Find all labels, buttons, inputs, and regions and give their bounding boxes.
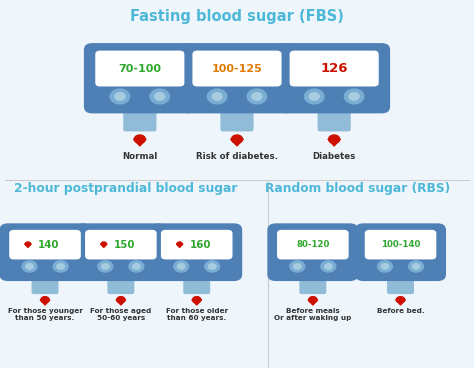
FancyBboxPatch shape: [0, 223, 91, 281]
Circle shape: [396, 296, 405, 304]
FancyBboxPatch shape: [151, 223, 242, 281]
Circle shape: [25, 241, 31, 247]
FancyBboxPatch shape: [355, 223, 446, 281]
FancyBboxPatch shape: [75, 223, 166, 281]
Circle shape: [293, 263, 302, 270]
Polygon shape: [176, 244, 183, 247]
Circle shape: [408, 260, 424, 273]
FancyBboxPatch shape: [183, 272, 210, 294]
FancyBboxPatch shape: [300, 272, 326, 294]
FancyBboxPatch shape: [365, 230, 437, 259]
FancyBboxPatch shape: [278, 43, 390, 113]
Polygon shape: [40, 300, 50, 305]
Circle shape: [154, 92, 165, 101]
Circle shape: [25, 263, 34, 270]
Circle shape: [251, 92, 263, 101]
Text: 70-100: 70-100: [118, 64, 161, 74]
Text: For those older
than 60 years.: For those older than 60 years.: [165, 308, 228, 321]
Text: 100-125: 100-125: [211, 64, 263, 74]
Circle shape: [53, 260, 69, 273]
Circle shape: [328, 134, 340, 144]
Circle shape: [177, 263, 186, 270]
FancyBboxPatch shape: [181, 43, 293, 113]
Circle shape: [348, 92, 360, 101]
Circle shape: [192, 296, 201, 304]
Circle shape: [381, 263, 390, 270]
Text: 150: 150: [114, 240, 136, 250]
FancyBboxPatch shape: [277, 230, 349, 259]
Text: 80-120: 80-120: [296, 240, 329, 249]
Text: For those aged
50-60 years: For those aged 50-60 years: [90, 308, 152, 321]
Circle shape: [204, 260, 220, 273]
Polygon shape: [231, 139, 243, 146]
Text: For those younger
than 50 years.: For those younger than 50 years.: [8, 308, 82, 321]
Circle shape: [101, 263, 110, 270]
Polygon shape: [25, 244, 31, 247]
FancyBboxPatch shape: [85, 230, 157, 259]
FancyBboxPatch shape: [192, 51, 282, 86]
Circle shape: [114, 92, 126, 101]
FancyBboxPatch shape: [123, 104, 156, 131]
Text: Risk of diabetes.: Risk of diabetes.: [196, 152, 278, 161]
Polygon shape: [308, 300, 318, 305]
Text: Fasting blood sugar (FBS): Fasting blood sugar (FBS): [130, 9, 344, 24]
Circle shape: [231, 134, 243, 144]
Circle shape: [344, 88, 365, 105]
Circle shape: [134, 134, 146, 144]
FancyBboxPatch shape: [387, 272, 414, 294]
Circle shape: [109, 88, 130, 105]
FancyBboxPatch shape: [32, 272, 58, 294]
Circle shape: [211, 92, 223, 101]
Polygon shape: [192, 300, 201, 305]
Polygon shape: [134, 139, 146, 146]
FancyBboxPatch shape: [9, 230, 81, 259]
Circle shape: [21, 260, 37, 273]
Circle shape: [56, 263, 65, 270]
Circle shape: [128, 260, 145, 273]
Circle shape: [100, 241, 107, 247]
Circle shape: [320, 260, 337, 273]
FancyBboxPatch shape: [95, 51, 184, 86]
Circle shape: [132, 263, 141, 270]
Circle shape: [173, 260, 189, 273]
Circle shape: [40, 296, 50, 304]
FancyBboxPatch shape: [108, 272, 134, 294]
FancyBboxPatch shape: [220, 104, 254, 131]
FancyBboxPatch shape: [267, 223, 358, 281]
Text: Before meals
Or after waking up: Before meals Or after waking up: [274, 308, 352, 321]
Text: Before bed.: Before bed.: [377, 308, 424, 314]
Polygon shape: [116, 300, 126, 305]
FancyBboxPatch shape: [318, 104, 351, 131]
Text: 2-hour postprandial blood sugar: 2-hour postprandial blood sugar: [14, 182, 237, 195]
Text: 100-140: 100-140: [381, 240, 420, 249]
Text: Diabetes: Diabetes: [312, 152, 356, 161]
Circle shape: [207, 88, 228, 105]
Circle shape: [377, 260, 393, 273]
Circle shape: [304, 88, 325, 105]
Circle shape: [289, 260, 305, 273]
Circle shape: [208, 263, 217, 270]
FancyBboxPatch shape: [161, 230, 233, 259]
Polygon shape: [328, 139, 340, 146]
Polygon shape: [396, 300, 405, 305]
Circle shape: [97, 260, 113, 273]
Text: 140: 140: [38, 240, 60, 250]
Text: 126: 126: [320, 62, 348, 75]
Circle shape: [308, 296, 318, 304]
Text: Normal: Normal: [122, 152, 157, 161]
Circle shape: [309, 92, 320, 101]
Text: Random blood sugar (RBS): Random blood sugar (RBS): [265, 182, 450, 195]
Circle shape: [149, 88, 170, 105]
Text: 160: 160: [190, 240, 211, 250]
Circle shape: [246, 88, 267, 105]
Circle shape: [116, 296, 126, 304]
FancyBboxPatch shape: [290, 51, 379, 86]
FancyBboxPatch shape: [84, 43, 196, 113]
Circle shape: [324, 263, 333, 270]
Circle shape: [411, 263, 420, 270]
Circle shape: [176, 241, 183, 247]
Polygon shape: [100, 244, 107, 247]
